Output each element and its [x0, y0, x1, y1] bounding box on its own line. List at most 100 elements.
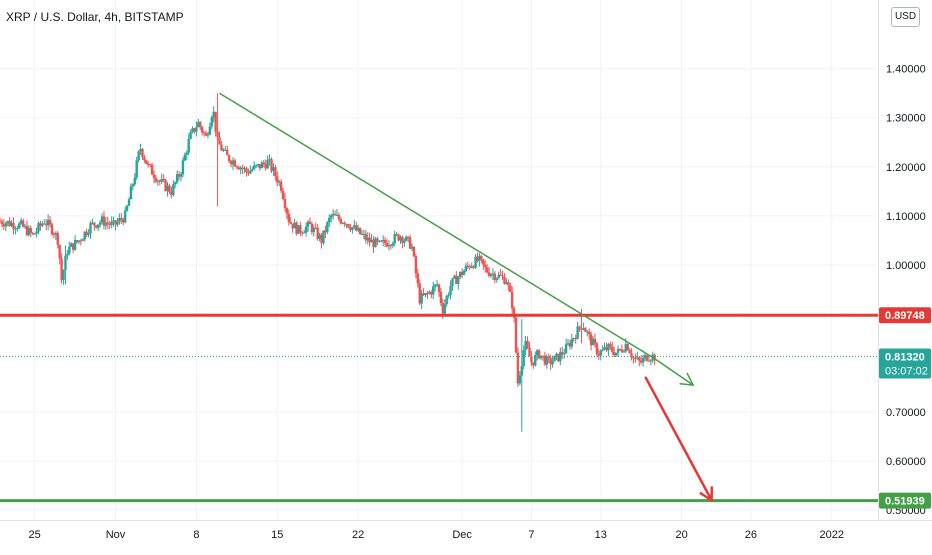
candle-body	[468, 266, 472, 268]
candle-body	[331, 213, 335, 216]
candle-body	[447, 295, 450, 297]
candle-body	[393, 234, 396, 244]
candle-body	[391, 243, 394, 246]
candle-body	[125, 205, 129, 211]
candle-body	[549, 358, 552, 365]
candle-body	[68, 246, 71, 254]
candle-body	[227, 155, 231, 162]
candle-body	[566, 343, 570, 345]
current-price-tag-countdown: 03:07:02	[885, 366, 928, 378]
candle-body	[229, 161, 233, 165]
currency-button[interactable]: USD	[891, 7, 920, 27]
candle-body	[530, 356, 533, 363]
candle-body	[420, 293, 423, 304]
candle-body	[374, 238, 377, 248]
candle-body	[50, 224, 54, 235]
candle-body	[100, 216, 104, 223]
candle-body	[326, 222, 329, 233]
candle-body	[262, 162, 265, 165]
candle-body	[251, 169, 254, 171]
candle-body	[356, 227, 360, 231]
candle-body	[493, 273, 497, 281]
candle-body	[435, 284, 439, 286]
candle-body	[535, 350, 539, 356]
candle-body	[177, 174, 181, 177]
candle-body	[247, 172, 250, 174]
candle-body	[260, 162, 264, 169]
candle-body	[418, 283, 421, 304]
candle-body	[647, 360, 651, 362]
candle-body	[545, 356, 549, 365]
candle-body	[16, 228, 19, 230]
candle-body	[218, 136, 221, 145]
candle-body	[408, 237, 412, 249]
candle-body	[268, 159, 271, 161]
candle-body	[366, 237, 369, 241]
candle-body	[96, 224, 100, 228]
candle-body	[476, 256, 479, 261]
candle-body	[559, 351, 562, 362]
candle-body	[160, 178, 163, 182]
candle-body	[613, 351, 616, 356]
candle-body	[422, 293, 425, 296]
candle-body	[258, 164, 262, 169]
candle-body	[295, 222, 298, 234]
candle-body	[181, 160, 185, 175]
candle-body	[249, 170, 252, 174]
candle-body	[19, 220, 23, 224]
x-tick-label: 7	[528, 529, 534, 541]
grid	[0, 0, 878, 520]
candle-body	[83, 231, 86, 240]
candle-body	[39, 223, 42, 226]
candle-body	[279, 181, 283, 191]
candle-body	[293, 222, 296, 229]
candle-body	[175, 174, 179, 183]
candle-body	[193, 128, 196, 132]
candle-body	[233, 160, 237, 167]
trendline	[219, 92, 655, 359]
candle-body	[372, 239, 375, 248]
candle-body	[620, 349, 624, 352]
candle-body	[534, 355, 537, 366]
candle-body	[237, 167, 240, 170]
projection-arrow-green-head	[679, 372, 694, 386]
candle-body	[582, 328, 585, 330]
candle-body	[553, 355, 556, 362]
candle-body	[235, 166, 239, 168]
candle-body	[561, 351, 564, 355]
candle-body	[520, 366, 523, 376]
candle-body	[320, 234, 323, 244]
x-tick-label: 26	[745, 529, 757, 541]
candle-body	[555, 353, 558, 356]
candle-body	[158, 180, 162, 182]
candle-body	[378, 240, 381, 242]
candle-body	[428, 291, 431, 294]
candle-body	[599, 350, 602, 356]
candle-body	[516, 352, 520, 384]
candle-body	[424, 292, 427, 296]
candle-body	[353, 225, 356, 228]
candle-body	[252, 165, 256, 170]
candle-body	[8, 221, 11, 227]
y-tick-label: 0.60000	[886, 456, 926, 468]
candle-body	[512, 308, 516, 318]
candle-body	[135, 160, 138, 178]
candle-body	[426, 292, 429, 294]
candle-body	[256, 164, 260, 166]
candle-body	[416, 273, 420, 284]
candle-body	[441, 303, 445, 314]
candle-body	[568, 343, 572, 347]
candle-body	[614, 352, 618, 356]
candle-body	[241, 167, 244, 169]
candle-body	[143, 157, 146, 161]
candle-body	[285, 208, 289, 214]
x-tick-label: Nov	[106, 529, 126, 541]
candle-body	[328, 217, 331, 223]
candle-body	[574, 338, 577, 340]
candle-body	[287, 213, 291, 222]
candle-body	[487, 272, 491, 276]
candle-body	[449, 286, 452, 296]
candle-body	[48, 219, 52, 225]
